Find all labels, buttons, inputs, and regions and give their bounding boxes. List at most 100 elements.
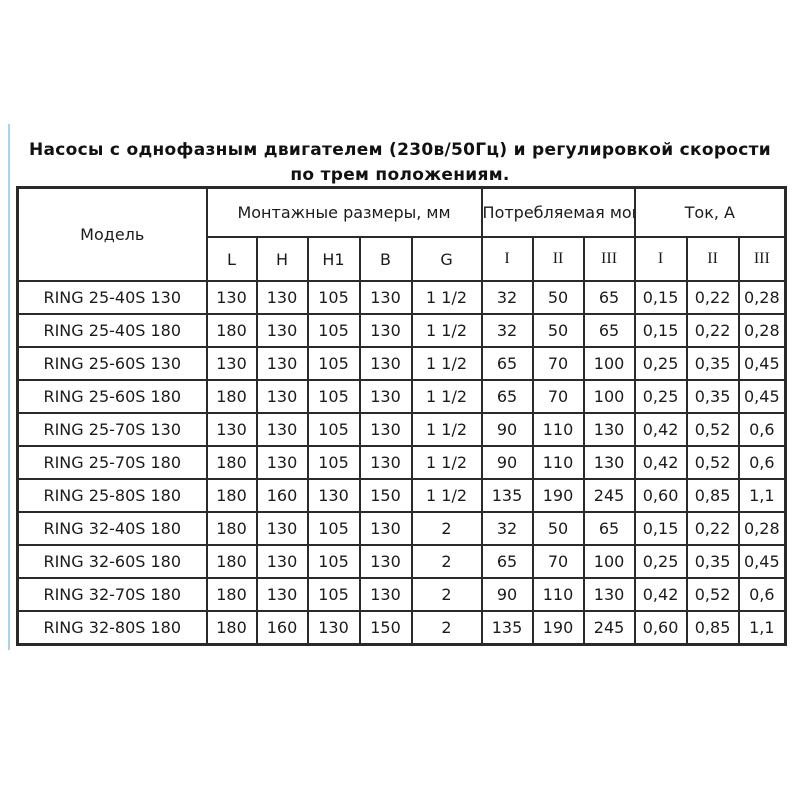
value-cell: 105 (306, 313, 361, 348)
value-cell: 0,35 (685, 346, 740, 381)
table-body: RING 25-40S 130 130 130 105 130 1 1/2 32 50 65 0,… (16, 280, 787, 646)
value-cell: 50 (531, 280, 585, 315)
value-cell: 1 1/2 (410, 346, 483, 381)
value-cell: 100 (582, 346, 636, 381)
value-cell: 130 (306, 610, 361, 646)
col-header-B: B (358, 236, 413, 282)
col-header-power-I: I (480, 236, 534, 282)
col-header-current-I: I (633, 236, 688, 282)
col-header-power-II: II (531, 236, 585, 282)
page-title-line-2: по трем положениям. (290, 165, 510, 185)
table-row: RING 32-40S 180 180 130 105 130 2 32 50 65 0,15 0,… (16, 511, 787, 546)
col-header-G: G (410, 236, 483, 282)
value-cell: 0,85 (685, 610, 740, 646)
value-cell: 0,45 (737, 346, 787, 381)
value-cell: 130 (255, 379, 309, 414)
value-cell: 0,22 (685, 280, 740, 315)
value-cell: 110 (531, 412, 585, 447)
value-cell: 130 (358, 412, 413, 447)
value-cell: 0,15 (633, 511, 688, 546)
value-cell: 32 (480, 511, 534, 546)
col-header-H: H (255, 236, 309, 282)
value-cell: 0,85 (685, 478, 740, 513)
value-cell: 65 (480, 346, 534, 381)
value-cell: 130 (358, 445, 413, 480)
value-cell: 110 (531, 577, 585, 612)
value-cell: 65 (582, 313, 636, 348)
value-cell: 100 (582, 544, 636, 579)
value-cell: 130 (582, 412, 636, 447)
value-cell: 245 (582, 610, 636, 646)
value-cell: 130 (255, 412, 309, 447)
value-cell: 180 (205, 577, 258, 612)
value-cell: 160 (255, 610, 309, 646)
col-header-current-III: III (737, 236, 787, 282)
col-group-current: Ток, А (633, 186, 787, 238)
value-cell: 0,6 (737, 445, 787, 480)
model-cell: RING 25-70S 130 (16, 412, 208, 447)
value-cell: 0,52 (685, 577, 740, 612)
value-cell: 1,1 (737, 610, 787, 646)
value-cell: 1 1/2 (410, 412, 483, 447)
value-cell: 1 1/2 (410, 478, 483, 513)
value-cell: 245 (582, 478, 636, 513)
model-cell: RING 32-80S 180 (16, 610, 208, 646)
page-title: Насосы с однофазным двигателем (230в/50Г… (0, 138, 800, 188)
value-cell: 0,6 (737, 577, 787, 612)
value-cell: 2 (410, 577, 483, 612)
model-cell: RING 32-40S 180 (16, 511, 208, 546)
value-cell: 0,25 (633, 346, 688, 381)
value-cell: 130 (358, 544, 413, 579)
value-cell: 0,45 (737, 379, 787, 414)
value-cell: 135 (480, 610, 534, 646)
value-cell: 105 (306, 577, 361, 612)
value-cell: 1 1/2 (410, 280, 483, 315)
value-cell: 32 (480, 313, 534, 348)
value-cell: 0,52 (685, 445, 740, 480)
table-row: RING 25-80S 180 180 160 130 150 1 1/2 135 190 24… (16, 478, 787, 513)
value-cell: 0,28 (737, 280, 787, 315)
value-cell: 0,35 (685, 379, 740, 414)
value-cell: 130 (205, 346, 258, 381)
value-cell: 160 (255, 478, 309, 513)
model-cell: RING 25-60S 130 (16, 346, 208, 381)
table-row: RING 32-70S 180 180 130 105 130 2 90 110 130 0,42… (16, 577, 787, 612)
table-row: RING 32-80S 180 180 160 130 150 2 135 190 245 0,6… (16, 610, 787, 646)
value-cell: 50 (531, 313, 585, 348)
col-header-model: Модель (16, 186, 208, 282)
value-cell: 0,35 (685, 544, 740, 579)
value-cell: 130 (358, 511, 413, 546)
value-cell: 0,52 (685, 412, 740, 447)
value-cell: 65 (480, 379, 534, 414)
value-cell: 0,15 (633, 313, 688, 348)
value-cell: 0,22 (685, 313, 740, 348)
value-cell: 2 (410, 544, 483, 579)
value-cell: 0,22 (685, 511, 740, 546)
value-cell: 0,42 (633, 412, 688, 447)
value-cell: 90 (480, 445, 534, 480)
value-cell: 190 (531, 610, 585, 646)
value-cell: 32 (480, 280, 534, 315)
col-group-mounting-dimensions: Монтажные размеры, мм (205, 186, 483, 238)
model-cell: RING 25-60S 180 (16, 379, 208, 414)
table-row: RING 25-70S 130 130 130 105 130 1 1/2 90 110 130… (16, 412, 787, 447)
value-cell: 70 (531, 346, 585, 381)
value-cell: 135 (480, 478, 534, 513)
value-cell: 105 (306, 412, 361, 447)
value-cell: 130 (255, 346, 309, 381)
value-cell: 105 (306, 280, 361, 315)
value-cell: 0,25 (633, 544, 688, 579)
value-cell: 1 1/2 (410, 445, 483, 480)
value-cell: 130 (255, 313, 309, 348)
value-cell: 65 (582, 280, 636, 315)
value-cell: 1,1 (737, 478, 787, 513)
value-cell: 1 1/2 (410, 379, 483, 414)
value-cell: 90 (480, 412, 534, 447)
value-cell: 180 (205, 544, 258, 579)
value-cell: 130 (358, 379, 413, 414)
value-cell: 50 (531, 511, 585, 546)
left-margin-line (8, 124, 10, 650)
value-cell: 130 (255, 445, 309, 480)
value-cell: 2 (410, 610, 483, 646)
value-cell: 105 (306, 445, 361, 480)
